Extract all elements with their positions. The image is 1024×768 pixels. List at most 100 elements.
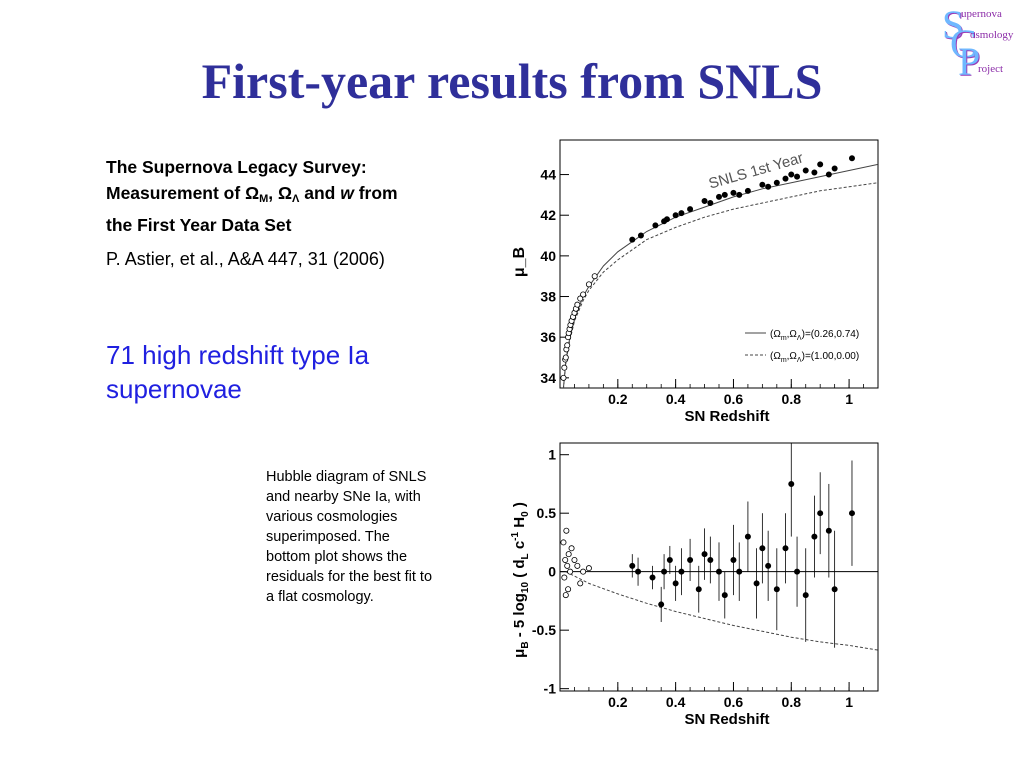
nearby-data-point xyxy=(585,565,592,572)
nearby-data-point xyxy=(564,342,571,349)
logo-word-osmology: osmology xyxy=(970,29,1014,41)
y-axis-label-part: -1 xyxy=(510,531,521,540)
y-axis-label: μB - 5 log10 ( dL c-1 H0 ) xyxy=(510,502,531,658)
snls-data-point xyxy=(753,580,760,587)
snls-data-point xyxy=(701,197,708,204)
snls-data-point xyxy=(788,480,795,487)
logo-word-upernova: upernova xyxy=(961,8,1002,20)
caption-line: various cosmologies xyxy=(266,509,398,525)
snls-data-point xyxy=(730,189,737,196)
y-axis-label-part: ) xyxy=(511,502,528,511)
caption-line: a flat cosmology. xyxy=(266,589,374,605)
nearby-data-point xyxy=(565,551,572,558)
legend-text: ,Ω xyxy=(787,329,798,340)
y-axis-label-part: L xyxy=(520,553,531,559)
nearby-data-point xyxy=(562,556,569,563)
snls-data-point xyxy=(773,586,780,593)
snls-data-point xyxy=(817,161,824,168)
y-axis-label-part: 10 xyxy=(520,582,531,594)
nearby-data-point xyxy=(591,273,598,280)
snls-data-point xyxy=(663,216,670,223)
paper-title-line: the First Year Data Set xyxy=(106,215,292,235)
snls-data-point xyxy=(678,210,685,217)
snls-data-point xyxy=(715,193,722,200)
paper-title-text: from xyxy=(353,183,398,203)
caption-line: residuals for the best fit to xyxy=(266,569,433,585)
logo-letter-c: C xyxy=(950,21,977,66)
legend-text: (Ω xyxy=(770,329,781,340)
snls-data-point xyxy=(736,568,743,575)
nearby-data-point xyxy=(567,568,574,575)
nearby-data-point xyxy=(577,295,584,302)
snls-data-point xyxy=(759,181,766,188)
residual-plot: 0.2 0.4 0.6 0.8 1 -1 -0.5 0 0.5 1 SN Redshift μB - … xyxy=(510,442,879,728)
legend-text: )=(0.26,0.74) xyxy=(802,329,860,340)
snls-data-point xyxy=(831,165,838,172)
y-tick-label: 38 xyxy=(540,289,556,305)
paper-title-line: Measurement of ΩM, ΩΛ and w from xyxy=(106,180,491,212)
highlight-text: 71 high redshift type Ia supernovae xyxy=(106,340,370,404)
plot-area xyxy=(560,443,878,651)
nearby-data-point xyxy=(565,586,572,593)
snls-data-point xyxy=(701,551,708,558)
x-tick-label: 0.4 xyxy=(666,694,686,710)
snls-data-point xyxy=(802,592,809,599)
caption-line: superimposed. The xyxy=(266,529,390,545)
y-tick-label: -0.5 xyxy=(532,622,556,638)
snls-data-point xyxy=(765,562,772,569)
y-axis-label-part: B xyxy=(520,641,531,648)
snls-data-point xyxy=(672,212,679,219)
x-axis-label: SN Redshift xyxy=(684,408,769,425)
snls-data-point xyxy=(658,601,665,608)
y-axis-label-part: 0 xyxy=(520,511,531,517)
plot-area xyxy=(560,155,878,388)
snls-data-point xyxy=(831,586,838,593)
snls-data-point xyxy=(629,236,636,243)
x-tick-label: 1 xyxy=(845,694,853,710)
snls-data-point xyxy=(730,556,737,563)
y-axis-label: μ_B xyxy=(511,247,528,277)
legend-text: )=(1.00,0.00) xyxy=(802,351,860,362)
paper-title-line: The Supernova Legacy Survey: xyxy=(106,157,367,177)
y-tick-label: 40 xyxy=(540,248,556,264)
snls-data-point xyxy=(744,533,751,540)
y-tick-label: -1 xyxy=(544,681,557,697)
y-tick-label: 36 xyxy=(540,329,556,345)
nearby-data-point xyxy=(561,364,568,371)
nearby-data-point xyxy=(571,556,578,563)
legend-text: m xyxy=(781,335,787,342)
scp-logo: S C P upernova osmology roject xyxy=(936,2,1022,84)
y-tick-label: 42 xyxy=(540,207,556,223)
slide-title: First-year results from SNLS xyxy=(201,53,823,109)
x-tick-label: 1 xyxy=(845,391,853,407)
nearby-data-point xyxy=(585,281,592,288)
omega-subscript-m: M xyxy=(259,193,269,205)
snls-data-point xyxy=(782,545,789,552)
snls-data-point xyxy=(811,533,818,540)
model-curve-dashed xyxy=(562,182,878,388)
logo-letter-p: P xyxy=(958,39,981,84)
x-tick-label: 0.4 xyxy=(666,391,686,407)
snls-data-point xyxy=(736,191,743,198)
nearby-data-point xyxy=(563,527,570,534)
snls-data-point xyxy=(773,179,780,186)
x-tick-label: 0.8 xyxy=(782,391,802,407)
y-tick-label: 1 xyxy=(548,447,556,463)
snls-data-point xyxy=(652,222,659,229)
legend-text: (Ω xyxy=(770,351,781,362)
omega-symbol: Ω xyxy=(245,183,260,203)
figure-caption: Hubble diagram of SNLS and nearby SNe Ia… xyxy=(266,467,471,607)
snls-data-point xyxy=(678,568,685,575)
x-tick-label: 0.2 xyxy=(608,391,628,407)
snls-data-point xyxy=(811,169,818,176)
legend-text: Λ xyxy=(797,335,802,342)
snls-data-point xyxy=(788,171,795,178)
paper-title-text: Measurement of xyxy=(106,183,246,203)
legend-label: (Ωm,ΩΛ)=(1.00,0.00) xyxy=(770,351,859,364)
nearby-data-point xyxy=(580,291,587,298)
snls-data-point xyxy=(635,568,642,575)
logo-word-roject: roject xyxy=(978,63,1004,75)
snls-data-point xyxy=(802,167,809,174)
snls-data-point xyxy=(721,592,728,599)
nearby-data-point xyxy=(580,568,587,575)
